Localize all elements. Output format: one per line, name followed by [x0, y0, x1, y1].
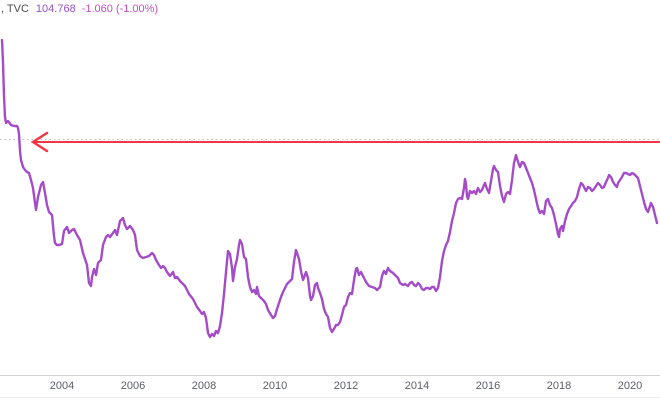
red-arrow-head-icon[interactable] [30, 131, 49, 153]
x-axis-label: 2016 [475, 380, 501, 392]
symbol-exchange-label: , TVC [1, 3, 29, 15]
x-axis-label: 2004 [49, 380, 75, 392]
x-axis-label: 2010 [262, 380, 288, 392]
x-axis-label: 2006 [120, 380, 146, 392]
price-series-line [0, 38, 659, 339]
x-axis-label: 2014 [404, 380, 430, 392]
bottom-separator [0, 397, 660, 398]
x-axis-label: 2012 [333, 380, 359, 392]
x-axis-label: 2008 [191, 380, 217, 392]
price-change-value: -1.060 (-1.00%) [81, 3, 159, 15]
time-axis[interactable]: 2004 2006 2008 2010 2012 2014 2016 2018 2020 [0, 379, 660, 393]
x-axis-label: 2018 [546, 380, 572, 392]
time-axis-separator [0, 375, 660, 376]
x-axis-label: 2020 [617, 380, 643, 392]
last-price-value: 104.768 [35, 3, 76, 15]
chart-legend[interactable]: , TVC 104.768 -1.060 (-1.00%) [1, 3, 158, 17]
